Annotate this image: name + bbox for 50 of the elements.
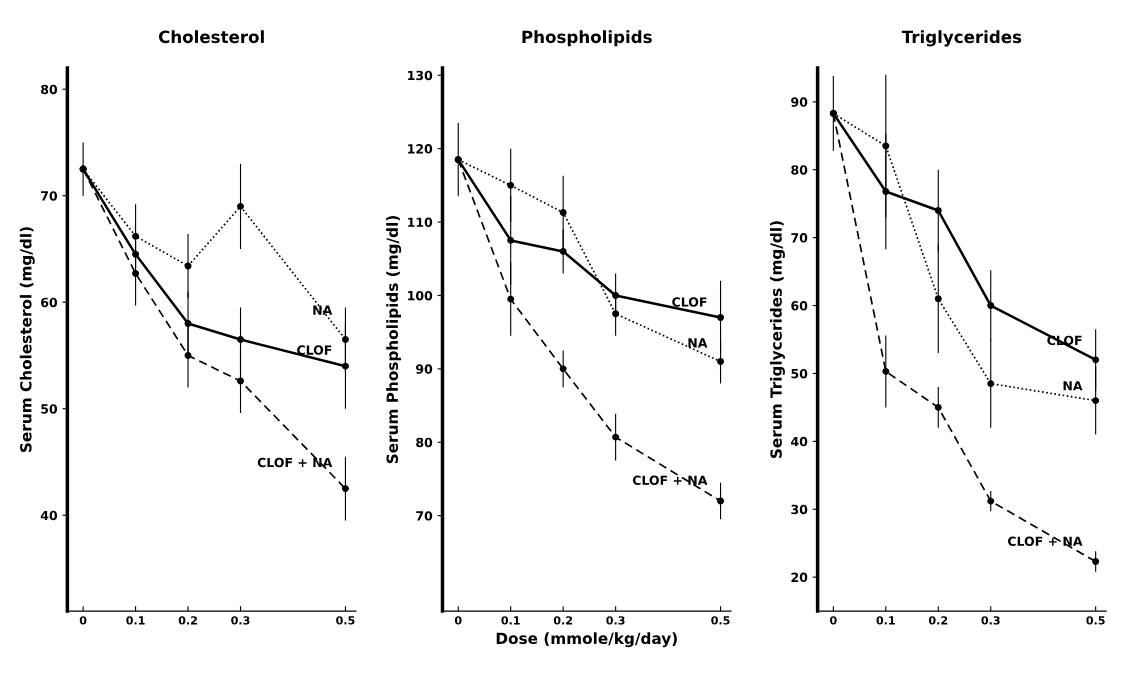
chart-title: Phospholipids: [522, 30, 652, 47]
series-label: NA: [1063, 381, 1083, 391]
y-tick-label: 70: [791, 233, 808, 243]
series-label: CLOF + NA: [257, 457, 333, 468]
y-tick-label: 80: [416, 437, 433, 448]
x-tick-label: 0.5: [1086, 616, 1105, 625]
chart-title: Triglycerides: [901, 30, 1022, 47]
x-tick-label: 0.5: [336, 616, 355, 625]
y-tick-label: 40: [791, 436, 808, 447]
series-label: CLOF: [297, 345, 332, 355]
x-tick-label: 0.2: [553, 616, 573, 625]
y-tick-label: 20: [791, 572, 808, 583]
y-axis-title: Serum Cholesterol (mg/dl): [19, 227, 35, 452]
y-tick-label: 110: [408, 217, 433, 227]
x-tick-label: 0.1: [876, 616, 895, 625]
x-tick-label: 0.3: [981, 616, 1000, 625]
y-tick-label: 90: [416, 364, 433, 374]
y-tick-label: 60: [791, 301, 808, 311]
y-tick-label: 80: [791, 165, 808, 175]
y-axis-title: Serum Phospholipids (mg/dl): [386, 216, 402, 464]
y-tick-label: 90: [791, 97, 808, 107]
x-tick-label: 0: [79, 616, 87, 625]
y-tick-label: 40: [40, 510, 58, 521]
y-axis-title: Serum Triglycerides (mg/dl): [770, 221, 785, 458]
y-tick-label: 130: [408, 70, 433, 81]
y-tick-label: 70: [416, 511, 433, 521]
x-tick-label: 0: [830, 616, 837, 625]
chart-title: Cholesterol: [158, 30, 264, 44]
y-tick-label: 100: [408, 290, 433, 301]
series-label: NA: [688, 338, 708, 348]
y-tick-label: 50: [791, 368, 808, 379]
x-tick-label: 0.5: [711, 616, 730, 625]
y-tick-label: 80: [41, 84, 58, 95]
series-label: CLOF + NA: [1008, 536, 1083, 546]
y-tick-label: 60: [41, 297, 58, 308]
y-tick-label: 30: [791, 504, 808, 515]
x-tick-label: 0.2: [178, 616, 197, 625]
y-tick-label: 50: [41, 404, 58, 414]
x-axis-title: Dose (mmole/kg/day): [496, 632, 677, 648]
x-tick-label: 0: [454, 616, 462, 625]
series-label: CLOF + NA: [632, 475, 708, 486]
x-tick-label: 0.1: [126, 616, 145, 625]
series-label: NA: [313, 305, 333, 315]
series-label: CLOF: [672, 297, 707, 307]
x-tick-label: 0.2: [928, 616, 948, 625]
y-tick-label: 70: [41, 191, 58, 201]
y-tick-label: 120: [408, 144, 433, 154]
x-tick-label: 0.1: [501, 616, 520, 625]
x-tick-label: 0.3: [231, 616, 250, 625]
x-tick-label: 0.3: [606, 616, 625, 625]
